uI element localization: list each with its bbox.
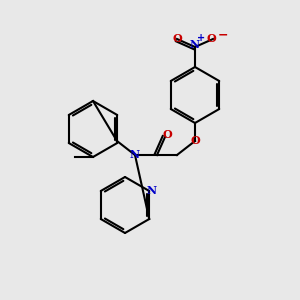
Text: N: N	[190, 40, 200, 50]
Text: O: O	[190, 136, 200, 146]
Text: −: −	[218, 28, 228, 41]
Text: O: O	[162, 130, 172, 140]
Text: O: O	[206, 34, 216, 44]
Text: N: N	[130, 149, 140, 161]
Text: O: O	[172, 34, 182, 44]
Text: N: N	[146, 185, 156, 197]
Text: +: +	[197, 33, 205, 43]
